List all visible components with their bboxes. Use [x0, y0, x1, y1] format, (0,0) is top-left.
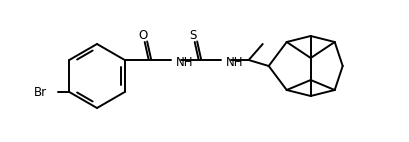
Text: NH: NH: [175, 56, 193, 68]
Text: O: O: [138, 29, 147, 41]
Text: S: S: [189, 29, 196, 41]
Text: Br: Br: [34, 85, 47, 99]
Text: NH: NH: [225, 56, 243, 68]
